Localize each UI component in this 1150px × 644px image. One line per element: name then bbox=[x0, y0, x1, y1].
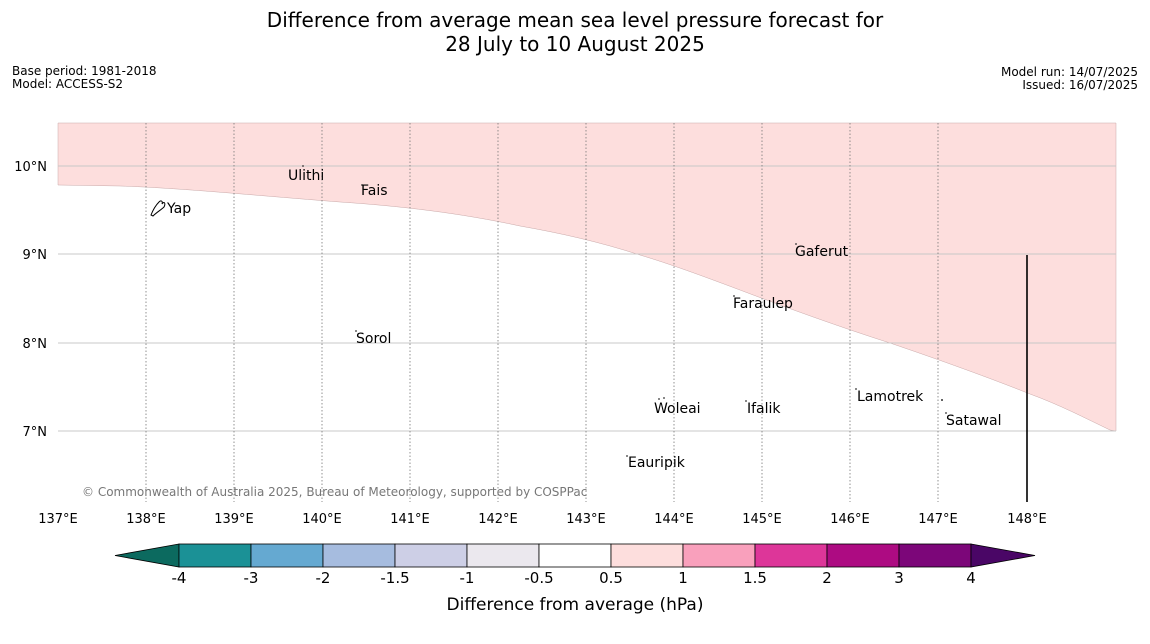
lat-label-9n: 9°N bbox=[23, 248, 48, 263]
place-label-eauripik: Eauripik bbox=[628, 455, 686, 471]
latitude-labels: 10°N 9°N 8°N 7°N bbox=[14, 160, 47, 440]
lon-label-137e: 137°E bbox=[38, 512, 78, 527]
place-label-ulithi: Ulithi bbox=[288, 168, 324, 184]
colorbar-arrow-low bbox=[114, 543, 180, 568]
colorbar-tick-label: 3 bbox=[894, 569, 904, 587]
colorbar-tick-label: 2 bbox=[822, 569, 832, 587]
colorbar-tick-label: -2 bbox=[316, 569, 331, 587]
colorbar bbox=[114, 543, 1036, 568]
place-label-fais: Fais bbox=[361, 183, 388, 199]
island-marker-ifalik bbox=[745, 400, 747, 402]
colorbar-tick-label: -1 bbox=[460, 569, 475, 587]
island-marker-woleai-2 bbox=[663, 397, 665, 399]
lat-label-10n: 10°N bbox=[14, 160, 47, 175]
place-label-yap: Yap bbox=[166, 201, 191, 217]
model-run-text: Model run: 14/07/2025 bbox=[1000, 65, 1138, 79]
title-line-1: Difference from average mean sea level p… bbox=[266, 8, 884, 32]
map-title: Difference from average mean sea level p… bbox=[0, 8, 1150, 56]
colorbar-arrow-high bbox=[970, 543, 1036, 568]
colorbar-swatch-9 bbox=[754, 543, 828, 568]
island-marker-satawal bbox=[945, 412, 947, 414]
place-label-gaferut: Gaferut bbox=[795, 244, 849, 260]
colorbar-tick-label: -3 bbox=[244, 569, 259, 587]
lon-label-144e: 144°E bbox=[654, 512, 694, 527]
island-marker-lamotrek bbox=[855, 388, 857, 390]
island-marker-gaferut bbox=[795, 243, 797, 245]
map-panel: 10°N 9°N 8°N 7°N 137°E 138°E 139°E 140°E… bbox=[14, 122, 1117, 527]
longitude-labels: 137°E 138°E 139°E 140°E 141°E 142°E 143°… bbox=[38, 512, 1047, 527]
colorbar-swatch-1 bbox=[178, 543, 252, 568]
place-label-faraulep: Faraulep bbox=[733, 296, 793, 312]
copyright-text: © Commonwealth of Australia 2025, Bureau… bbox=[82, 485, 587, 499]
run-info: Model run: 14/07/2025 Issued: 16/07/2025 bbox=[1001, 66, 1138, 92]
lon-label-147e: 147°E bbox=[918, 512, 958, 527]
colorbar-swatch-2 bbox=[250, 543, 324, 568]
anomaly-region-0p5-to-1 bbox=[57, 122, 1117, 432]
longitude-gridlines bbox=[145, 123, 939, 502]
model-name-text: Model: ACCESS-S2 bbox=[12, 77, 124, 91]
colorbar-tick-label: -0.5 bbox=[524, 569, 553, 587]
island-marker-woleai bbox=[658, 398, 660, 400]
lon-label-148e: 148°E bbox=[1007, 512, 1047, 527]
issued-text: Issued: 16/07/2025 bbox=[1022, 78, 1138, 92]
place-label-lamotrek: Lamotrek bbox=[857, 389, 924, 405]
place-label-woleai: Woleai bbox=[654, 401, 701, 417]
colorbar-swatch-5 bbox=[466, 543, 540, 568]
colorbar-tick-label: 1 bbox=[678, 569, 688, 587]
colorbar-swatch-6 bbox=[538, 543, 612, 568]
colorbar-swatch-8 bbox=[682, 543, 756, 568]
yap-island-shape bbox=[150, 200, 166, 217]
colorbar-swatch-7 bbox=[610, 543, 684, 568]
colorbar-tick-label: 0.5 bbox=[599, 569, 623, 587]
island-marker-fais bbox=[361, 184, 363, 186]
colorbar-title: Difference from average (hPa) bbox=[447, 595, 704, 615]
lon-label-142e: 142°E bbox=[478, 512, 518, 527]
lon-label-143e: 143°E bbox=[566, 512, 606, 527]
model-info: Base period: 1981-2018 Model: ACCESS-S2 bbox=[12, 65, 157, 91]
place-label-sorol: Sorol bbox=[356, 331, 391, 347]
colorbar-swatch-4 bbox=[394, 543, 468, 568]
colorbar-tick-label: 1.5 bbox=[743, 569, 767, 587]
place-label-ifalik: Ifalik bbox=[747, 401, 781, 417]
lon-label-141e: 141°E bbox=[390, 512, 430, 527]
colorbar-swatch-10 bbox=[826, 543, 900, 568]
base-period-text: Base period: 1981-2018 bbox=[12, 64, 157, 78]
colorbar-tick-label: 4 bbox=[966, 569, 976, 587]
place-label-satawal: Satawal bbox=[946, 413, 1001, 429]
lon-label-138e: 138°E bbox=[126, 512, 166, 527]
island-marker-sorol bbox=[355, 330, 357, 332]
colorbar-tick-label: -4 bbox=[172, 569, 187, 587]
island-marker-faraulep bbox=[733, 295, 735, 297]
island-marker-ulithi bbox=[302, 165, 304, 167]
colorbar-swatch-3 bbox=[322, 543, 396, 568]
island-marker-eauripik bbox=[626, 455, 628, 457]
colorbar-tick-label: -1.5 bbox=[380, 569, 409, 587]
island-labels: Ulithi Fais Yap Gaferut Faraulep Sorol L… bbox=[166, 168, 1001, 471]
lon-label-139e: 139°E bbox=[214, 512, 254, 527]
lon-label-146e: 146°E bbox=[830, 512, 870, 527]
lat-label-7n: 7°N bbox=[23, 425, 48, 440]
island-marker-lamotrek-east bbox=[941, 399, 943, 401]
island-markers bbox=[302, 165, 947, 457]
lat-label-8n: 8°N bbox=[23, 337, 48, 352]
colorbar-tick-labels: -4 -3 -2 -1.5 -1 -0.5 0.5 1 1.5 2 3 4 bbox=[172, 569, 976, 587]
lon-label-140e: 140°E bbox=[302, 512, 342, 527]
colorbar-swatch-11 bbox=[898, 543, 972, 568]
lon-label-145e: 145°E bbox=[742, 512, 782, 527]
title-line-2: 28 July to 10 August 2025 bbox=[445, 32, 705, 56]
